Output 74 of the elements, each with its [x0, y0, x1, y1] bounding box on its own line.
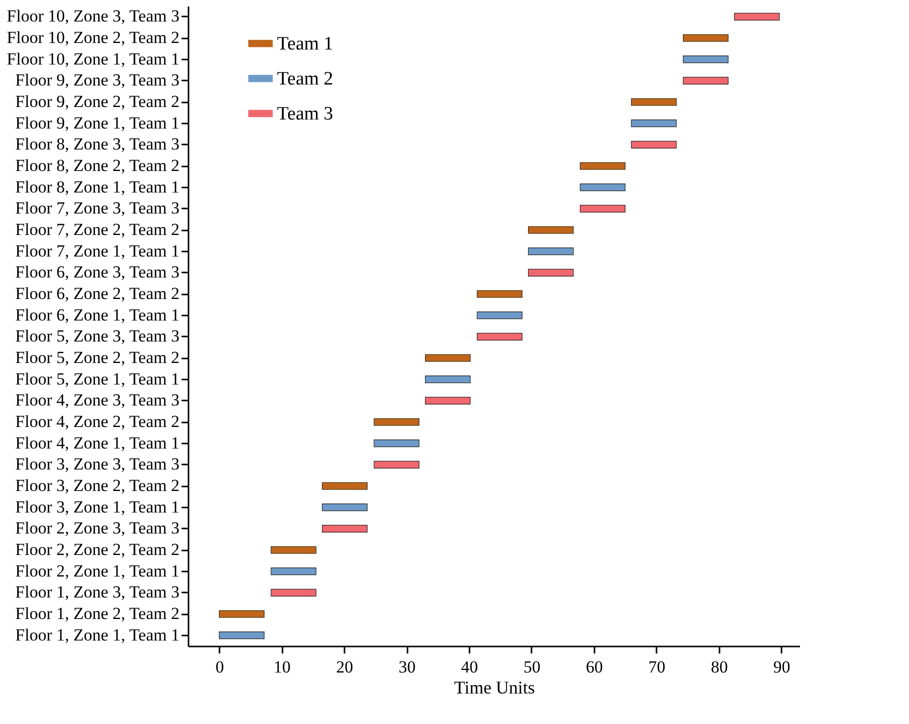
bar	[682, 76, 728, 84]
bar	[580, 162, 626, 170]
y-tick-label: Floor 9, Zone 1, Team 1	[15, 113, 180, 132]
x-tick-label: 30	[398, 658, 416, 676]
y-tick-label: Floor 10, Zone 1, Team 1	[6, 49, 180, 68]
y-tick-label: Floor 1, Zone 2, Team 2	[15, 604, 180, 623]
y-tick-label: Floor 5, Zone 3, Team 3	[15, 326, 180, 346]
y-tick-label: Floor 3, Zone 2, Team 2	[15, 476, 180, 495]
y-tick-label: Floor 3, Zone 3, Team 3	[15, 454, 180, 474]
legend-label: Team 1	[277, 34, 334, 54]
bar	[374, 440, 420, 448]
x-tick-label: 90	[773, 658, 790, 676]
bar	[374, 418, 420, 426]
y-tick-label: Floor 5, Zone 1, Team 1	[15, 369, 180, 388]
bar	[580, 204, 626, 212]
y-tick-label: Floor 1, Zone 3, Team 3	[15, 582, 180, 602]
bar	[476, 312, 522, 320]
legend-label: Team 3	[277, 104, 334, 124]
y-tick-label: Floor 4, Zone 1, Team 1	[15, 433, 180, 452]
y-tick-label: Floor 7, Zone 1, Team 1	[15, 241, 180, 260]
y-tick-label: Floor 8, Zone 2, Team 2	[15, 156, 180, 175]
bar	[425, 376, 471, 384]
y-tick-label: Floor 2, Zone 1, Team 1	[15, 561, 180, 580]
bar	[270, 588, 316, 596]
x-tick-label: 40	[461, 658, 478, 676]
y-tick-label: Floor 6, Zone 1, Team 1	[15, 305, 180, 324]
bar	[270, 568, 316, 576]
y-tick-label: Floor 4, Zone 3, Team 3	[15, 390, 180, 410]
bar	[218, 632, 264, 640]
x-tick-label: 50	[523, 658, 540, 676]
bar	[734, 12, 780, 20]
y-tick-label: Floor 4, Zone 2, Team 2	[15, 412, 180, 431]
bar	[322, 524, 368, 532]
y-tick-label: Floor 10, Zone 3, Team 3	[6, 6, 180, 26]
bar	[528, 248, 574, 256]
y-tick-label: Floor 8, Zone 3, Team 3	[15, 134, 180, 154]
y-tick-label: Floor 2, Zone 2, Team 2	[15, 540, 180, 559]
y-tick-label: Floor 8, Zone 1, Team 1	[15, 177, 180, 196]
bar	[631, 98, 677, 106]
y-tick-label: Floor 5, Zone 2, Team 2	[15, 348, 180, 367]
bar	[476, 332, 522, 340]
y-tick-label: Floor 6, Zone 2, Team 2	[15, 284, 180, 303]
bar	[322, 504, 368, 512]
bar	[528, 226, 574, 234]
bar	[580, 184, 626, 192]
y-tick-label: Floor 1, Zone 1, Team 1	[15, 625, 180, 644]
y-tick-label: Floor 10, Zone 2, Team 2	[6, 28, 180, 47]
y-tick-label: Floor 6, Zone 3, Team 3	[15, 262, 180, 282]
y-tick-label: Floor 9, Zone 2, Team 2	[15, 92, 180, 111]
bar	[374, 460, 420, 468]
bar	[322, 482, 368, 490]
x-tick-label: 10	[274, 658, 291, 676]
bar	[218, 610, 264, 618]
bar	[682, 56, 728, 64]
bar	[631, 120, 677, 128]
bar	[270, 546, 316, 554]
y-tick-label: Floor 2, Zone 3, Team 3	[15, 518, 180, 538]
legend-label: Team 2	[277, 68, 334, 90]
y-tick-label: Floor 3, Zone 1, Team 1	[15, 497, 180, 516]
bar	[476, 290, 522, 298]
y-tick-label: Floor 9, Zone 3, Team 3	[15, 70, 180, 90]
x-tick-label: 60	[586, 658, 603, 676]
x-tick-label: 0	[215, 658, 224, 676]
x-tick-label: 80	[710, 658, 728, 676]
x-axis-title: Time Units	[454, 678, 535, 698]
x-tick-label: 20	[336, 658, 354, 676]
bar	[425, 396, 471, 404]
y-tick-label: Floor 7, Zone 2, Team 2	[15, 220, 180, 239]
bar	[528, 268, 574, 276]
bar	[631, 140, 677, 148]
y-tick-label: Floor 7, Zone 3, Team 3	[15, 198, 180, 218]
bar	[425, 354, 471, 362]
bar	[682, 34, 728, 42]
x-tick-label: 70	[648, 658, 666, 676]
